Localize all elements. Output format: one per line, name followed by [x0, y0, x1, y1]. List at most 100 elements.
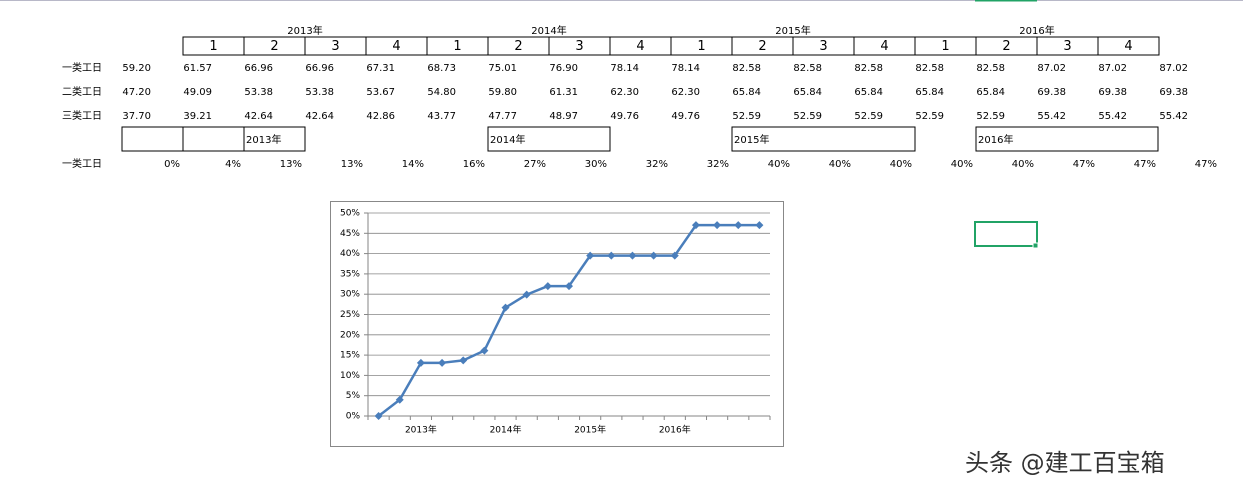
- cell-value: 65.84: [793, 87, 822, 98]
- cell-value: 67.31: [366, 63, 395, 74]
- cell-value: 82.58: [854, 63, 883, 74]
- cell-value: 47.20: [122, 87, 151, 98]
- cell-value: 54.80: [427, 87, 456, 98]
- data-marker: [501, 303, 510, 312]
- cell-value: 53.38: [244, 87, 273, 98]
- cell-value: 55.42: [1159, 111, 1188, 122]
- cell-value: 49.76: [610, 111, 639, 122]
- cell-value: 65.84: [854, 87, 883, 98]
- data-marker: [438, 358, 447, 367]
- cell-value: 78.14: [671, 63, 700, 74]
- year-header: 2014年: [531, 24, 566, 37]
- quarter-label: 4: [880, 39, 888, 54]
- cell-value: 75.01: [488, 63, 517, 74]
- quarter-label: 4: [1124, 39, 1132, 54]
- cell-value: 76.90: [549, 63, 578, 74]
- x-tick-label: 2014年: [490, 424, 522, 436]
- percent-value: 47%: [1134, 159, 1156, 170]
- cell-value: 48.97: [549, 111, 578, 122]
- percent-value: 32%: [707, 159, 729, 170]
- y-tick-label: 0%: [346, 412, 361, 422]
- cell-value: 82.58: [732, 63, 761, 74]
- percent-value: 14%: [402, 159, 424, 170]
- selected-cell[interactable]: [974, 221, 1038, 247]
- percent-value: 47%: [1073, 159, 1095, 170]
- year-box-label: 2013年: [246, 133, 281, 146]
- quarter-cell: [1097, 36, 1160, 56]
- cell-value: 52.59: [793, 111, 822, 122]
- data-marker: [691, 221, 700, 230]
- quarter-label: 3: [819, 39, 827, 54]
- data-marker: [395, 395, 404, 404]
- data-marker: [586, 251, 595, 260]
- year-box: [243, 126, 306, 152]
- cell-value: 65.84: [915, 87, 944, 98]
- cell-value: 52.59: [915, 111, 944, 122]
- cell-value: 59.80: [488, 87, 517, 98]
- row-label: 二类工日: [62, 85, 102, 98]
- fill-handle[interactable]: [1032, 242, 1039, 249]
- cell-value: 49.76: [671, 111, 700, 122]
- cell-value: 39.21: [183, 111, 212, 122]
- y-tick-label: 5%: [346, 391, 361, 401]
- cell-value: 82.58: [793, 63, 822, 74]
- percent-value: 47%: [1195, 159, 1217, 170]
- year-box-label: 2016年: [978, 133, 1013, 146]
- cell-value: 55.42: [1037, 111, 1066, 122]
- percent-value: 4%: [225, 159, 241, 170]
- year-header: 2013年: [287, 24, 322, 37]
- cell-value: 68.73: [427, 63, 456, 74]
- quarter-label: 3: [575, 39, 583, 54]
- row-label: 一类工日: [62, 157, 102, 170]
- x-tick-label: 2013年: [405, 424, 437, 436]
- percent-value: 16%: [463, 159, 485, 170]
- cell-value: 87.02: [1159, 63, 1188, 74]
- y-tick-label: 15%: [340, 351, 360, 361]
- data-marker: [565, 282, 573, 291]
- data-marker: [628, 251, 637, 260]
- cell-value: 65.84: [976, 87, 1005, 98]
- year-header: 2015年: [775, 24, 810, 37]
- cell-value: 66.96: [244, 63, 273, 74]
- cell-value: 61.31: [549, 87, 578, 98]
- cell-value: 62.30: [671, 87, 700, 98]
- cell-value: 55.42: [1098, 111, 1127, 122]
- data-marker: [607, 251, 616, 260]
- y-tick-label: 25%: [340, 310, 360, 320]
- data-marker: [459, 356, 468, 365]
- cell-value: 62.30: [610, 87, 639, 98]
- cell-value: 47.77: [488, 111, 517, 122]
- cell-value: 52.59: [976, 111, 1005, 122]
- y-tick-label: 35%: [340, 269, 360, 279]
- data-marker: [480, 346, 489, 355]
- data-marker: [734, 221, 743, 230]
- data-marker: [374, 412, 383, 420]
- quarter-label: 1: [209, 39, 217, 54]
- cell-value: 49.09: [183, 87, 212, 98]
- data-marker: [755, 221, 764, 230]
- quarter-label: 1: [697, 39, 705, 54]
- cell-value: 65.84: [732, 87, 761, 98]
- percent-value: 0%: [164, 159, 180, 170]
- cell-value: 43.77: [427, 111, 456, 122]
- cell-value: 69.38: [1159, 87, 1188, 98]
- cell-value: 87.02: [1037, 63, 1066, 74]
- year-box-label: 2015年: [734, 133, 769, 146]
- quarter-label: 3: [1063, 39, 1071, 54]
- quarter-label: 4: [636, 39, 644, 54]
- row-label: 三类工日: [62, 109, 102, 122]
- percent-value: 40%: [829, 159, 851, 170]
- data-marker: [543, 282, 552, 291]
- data-marker: [649, 251, 658, 260]
- year-box-label: 2014年: [490, 133, 525, 146]
- percent-value: 13%: [280, 159, 302, 170]
- cell-value: 82.58: [976, 63, 1005, 74]
- x-tick-label: 2016年: [659, 424, 691, 436]
- year-header: 2016年: [1019, 24, 1054, 37]
- y-tick-label: 45%: [340, 229, 360, 239]
- cell-value: 53.38: [305, 87, 334, 98]
- y-tick-label: 50%: [340, 209, 360, 219]
- quarter-label: 1: [941, 39, 949, 54]
- cell-value: 42.64: [305, 111, 334, 122]
